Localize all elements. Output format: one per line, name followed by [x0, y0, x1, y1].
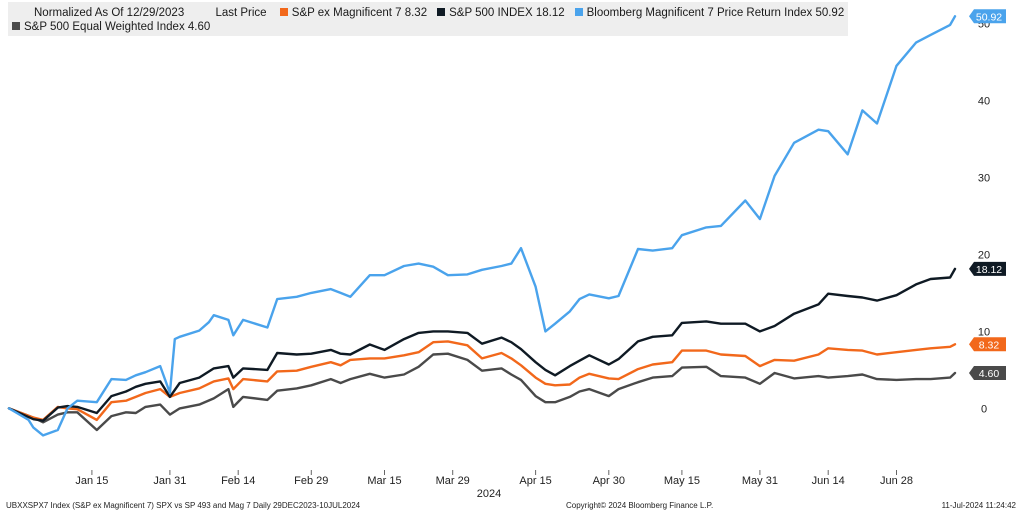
legend-swatch: [279, 8, 288, 16]
x-tick-label: Mar 29: [436, 475, 470, 487]
last-value-tag-shape: [969, 261, 1006, 276]
series-line-2: [7, 15, 957, 437]
y-tick-label: 30: [978, 172, 990, 184]
y-tick-label: 40: [978, 95, 990, 107]
last-value-tag-text: 18.12: [976, 264, 1002, 276]
last-value-tag-0: 8.32: [969, 337, 1006, 352]
legend-row-primary: S&P ex Magnificent 7 8.32 S&P 500 INDEX 1…: [279, 7, 854, 19]
legend-normalized-label: Normalized As Of 12/29/2023: [34, 7, 185, 19]
x-tick-label: Jun 28: [880, 475, 913, 487]
legend-entry-1: S&P 500 INDEX 18.12: [437, 7, 565, 19]
x-tick-label: Feb 29: [294, 475, 328, 487]
last-value-tag-shape: [969, 9, 1006, 24]
legend-label: Bloomberg Magnificent 7 Price Return Ind…: [586, 7, 845, 19]
last-value-tag-shape: [969, 366, 1006, 380]
last-value-tag-2: 50.92: [969, 9, 1006, 24]
x-tick-label: Apr 30: [593, 475, 625, 487]
legend-swatch: [12, 22, 20, 30]
legend-entry-3: S&P 500 Equal Weighted Index 4.60: [12, 21, 210, 33]
last-value-tag-shape: [969, 337, 1006, 352]
legend-label: S&P 500 Equal Weighted Index 4.60: [24, 21, 211, 33]
last-value-tag-text: 8.32: [979, 339, 1000, 351]
legend: Normalized As Of 12/29/2023 Last Price S…: [8, 2, 848, 36]
series-line-3: [7, 352, 957, 432]
legend-entry-0: S&P ex Magnificent 7 8.32: [279, 7, 428, 19]
x-tick-label: Jan 15: [75, 475, 108, 487]
x-tick-label: Apr 15: [519, 475, 551, 487]
x-tick-label: Mar 15: [367, 475, 401, 487]
legend-label: S&P 500 INDEX 18.12: [449, 7, 565, 19]
last-value-tag-text: 4.60: [979, 368, 1000, 380]
x-tick-label: May 31: [742, 475, 778, 487]
last-value-tag-1: 18.12: [969, 261, 1006, 276]
y-tick-label: 0: [981, 403, 987, 415]
footer-timestamp: 11-Jul-2024 11:24:42: [941, 501, 1016, 510]
x-tick-label: Jan 31: [153, 475, 186, 487]
x-tick-label: May 15: [664, 475, 700, 487]
legend-label: S&P ex Magnificent 7 8.32: [291, 7, 428, 19]
x-axis-label: 2024: [477, 488, 501, 500]
footer-copyright: Copyright© 2024 Bloomberg Finance L.P.: [566, 501, 714, 510]
series-line-1: [7, 267, 957, 422]
last-value-tag-3: 4.60: [969, 366, 1006, 380]
x-tick-label: Feb 14: [221, 475, 255, 487]
legend-row-secondary: S&P 500 Equal Weighted Index 4.60: [12, 21, 220, 33]
x-tick-label: Jun 14: [812, 475, 845, 487]
legend-entry-2: Bloomberg Magnificent 7 Price Return Ind…: [574, 7, 845, 19]
footer-source: UBXXSPX7 Index (S&P ex Magnificent 7) SP…: [6, 501, 361, 510]
series-line-0: [7, 340, 957, 422]
y-tick-label: 20: [978, 249, 990, 261]
legend-swatch: [574, 8, 583, 16]
legend-last-price-label: Last Price: [215, 7, 267, 19]
legend-swatch: [437, 8, 446, 16]
last-value-tag-text: 50.92: [976, 11, 1002, 23]
y-tick-label: 10: [978, 326, 990, 338]
